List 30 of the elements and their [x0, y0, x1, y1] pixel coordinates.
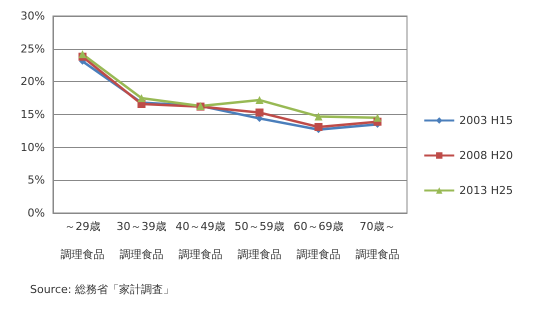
legend-label: 2008 H20	[459, 149, 514, 162]
point	[256, 96, 264, 104]
y-tick-label: 10%	[20, 140, 45, 154]
text: 調理食品	[178, 248, 222, 261]
x-tick-label: 70歳～	[360, 220, 396, 233]
y-tick-label: 5%	[28, 174, 45, 187]
text: 調理食品	[296, 248, 340, 261]
y-tick-label: 20%	[20, 75, 45, 88]
legend-label: 2013 H25	[459, 184, 514, 197]
x-tick-label: 60～69歳	[294, 220, 344, 233]
source-note: Source: 総務省「家計調査」	[30, 283, 174, 296]
text: 調理食品	[356, 248, 400, 261]
text: 調理食品	[60, 248, 104, 261]
y-tick-label: 30%	[20, 10, 45, 22]
point	[314, 112, 322, 120]
point	[138, 94, 146, 102]
legend-label: 2003 H15	[459, 114, 514, 127]
x-tick-label: ～29歳	[64, 220, 100, 233]
point	[78, 50, 86, 58]
point	[374, 114, 382, 122]
y-tick-label: 25%	[20, 42, 45, 56]
text: 調理食品	[120, 248, 164, 261]
text: 調理食品	[238, 248, 282, 261]
point	[256, 108, 264, 117]
x-tick-label: 30～39歳	[116, 220, 166, 233]
y-tick-label: 15%	[20, 108, 45, 121]
x-tick-label: 50～59歳	[234, 220, 284, 233]
point	[314, 122, 322, 131]
x-tick-label: 40～49歳	[176, 220, 226, 233]
y-tick-label: 0%	[28, 206, 45, 220]
